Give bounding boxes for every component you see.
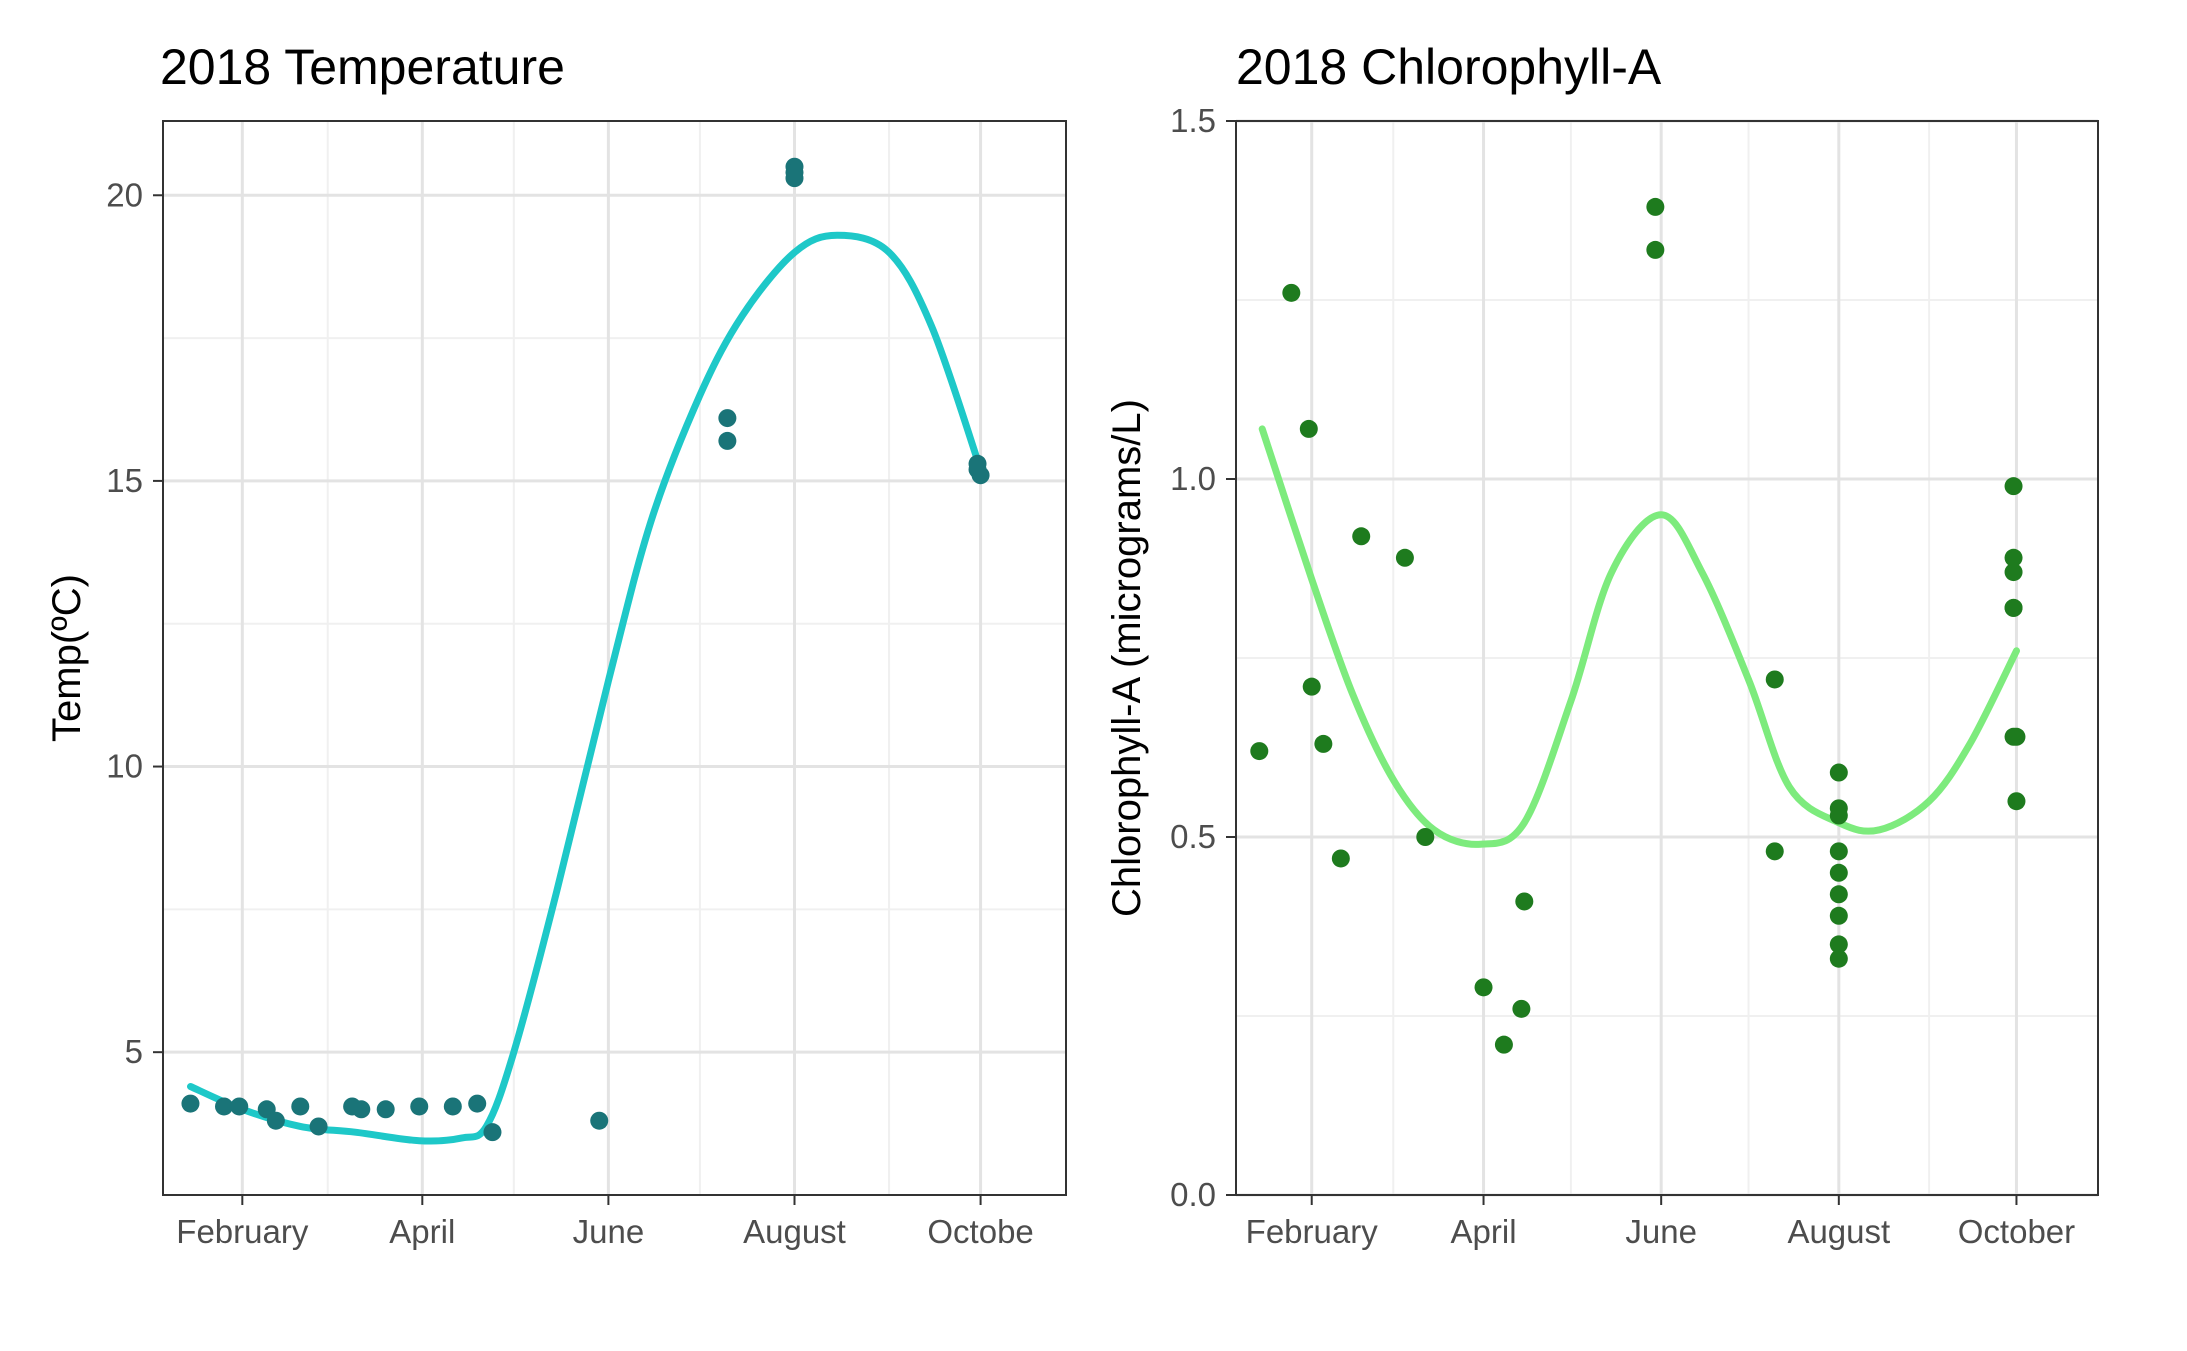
x-tick-label: April bbox=[389, 1213, 455, 1250]
x-tick-label: February bbox=[176, 1213, 309, 1250]
y-axis-title: Chlorophyll-A (micrograms/L) bbox=[1105, 399, 1149, 917]
data-point bbox=[2004, 477, 2023, 496]
data-point bbox=[215, 1097, 234, 1116]
data-point bbox=[971, 466, 990, 485]
x-tick-label: February bbox=[1246, 1213, 1379, 1250]
data-point bbox=[1829, 763, 1848, 782]
data-point bbox=[1765, 670, 1784, 689]
chlorophyll-chart: 2018 Chlorophyll-A February April June Augu… bbox=[1105, 39, 2099, 1250]
data-point bbox=[2007, 727, 2026, 746]
data-point bbox=[2004, 598, 2023, 617]
x-tick-label: August bbox=[743, 1213, 846, 1250]
points-layer bbox=[181, 157, 990, 1142]
x-tick-label: April bbox=[1451, 1213, 1517, 1250]
data-point bbox=[1314, 734, 1333, 753]
chart-title: 2018 Chlorophyll-A bbox=[1236, 39, 1662, 95]
data-point bbox=[2004, 548, 2023, 567]
data-point bbox=[266, 1111, 285, 1130]
data-point bbox=[1646, 197, 1665, 216]
data-point bbox=[1829, 906, 1848, 925]
panel-border bbox=[162, 120, 1067, 1196]
data-point bbox=[1515, 892, 1534, 911]
y-tick-labels: 5 10 15 20 bbox=[106, 176, 143, 1070]
data-point bbox=[181, 1094, 200, 1113]
y-tick-label: 10 bbox=[106, 748, 143, 785]
data-point bbox=[1302, 677, 1321, 696]
data-point bbox=[443, 1097, 462, 1116]
data-point bbox=[718, 409, 737, 428]
y-tick-label: 15 bbox=[106, 462, 143, 499]
y-tick-label: 1.0 bbox=[1170, 460, 1216, 497]
data-point bbox=[1646, 240, 1665, 259]
data-point bbox=[309, 1117, 328, 1136]
data-point bbox=[2007, 792, 2026, 811]
points-layer bbox=[1250, 197, 2026, 1054]
data-point bbox=[718, 431, 737, 450]
data-point bbox=[1474, 978, 1493, 997]
y-tick-label: 0.0 bbox=[1170, 1176, 1216, 1213]
data-point bbox=[590, 1111, 609, 1130]
data-point bbox=[1331, 849, 1350, 868]
x-tick-labels: February April June August Octobe bbox=[176, 1213, 1033, 1250]
smooth-line bbox=[187, 231, 985, 1145]
x-tick-label: June bbox=[573, 1213, 645, 1250]
data-point bbox=[1416, 828, 1435, 846]
smooth-line bbox=[1258, 425, 2020, 848]
axis-ticks bbox=[153, 194, 982, 1205]
data-point bbox=[1829, 806, 1848, 825]
x-tick-label: October bbox=[1958, 1213, 2075, 1250]
data-point bbox=[785, 169, 804, 188]
data-point bbox=[483, 1123, 502, 1142]
data-point bbox=[1395, 548, 1414, 567]
data-point bbox=[2004, 563, 2023, 582]
x-tick-label: Octobe bbox=[927, 1213, 1033, 1250]
y-tick-label: 20 bbox=[106, 176, 143, 213]
data-point bbox=[1765, 842, 1784, 861]
data-point bbox=[1282, 283, 1301, 302]
data-point bbox=[1299, 419, 1318, 438]
data-point bbox=[1829, 935, 1848, 954]
smooth-layer bbox=[187, 231, 985, 1145]
x-tick-labels: February April June August October bbox=[1246, 1213, 2075, 1250]
data-point bbox=[352, 1100, 371, 1119]
grid-lines bbox=[1236, 119, 2098, 1197]
data-point bbox=[291, 1097, 310, 1116]
data-point bbox=[1829, 863, 1848, 882]
chart-title: 2018 Temperature bbox=[160, 39, 565, 95]
data-point bbox=[1829, 885, 1848, 904]
data-point bbox=[230, 1097, 249, 1116]
data-point bbox=[376, 1100, 395, 1119]
data-point bbox=[1829, 949, 1848, 968]
data-point bbox=[1352, 527, 1371, 546]
y-axis-title: Temp(ºC) bbox=[45, 574, 89, 742]
y-tick-label: 0.5 bbox=[1170, 818, 1216, 855]
axis-ticks bbox=[1226, 120, 2018, 1205]
grid-lines bbox=[163, 121, 1066, 1195]
y-tick-label: 5 bbox=[125, 1033, 143, 1070]
x-tick-label: June bbox=[1625, 1213, 1697, 1250]
data-point bbox=[1494, 1035, 1513, 1054]
data-point bbox=[1512, 999, 1531, 1018]
temperature-chart: 2018 Temperature February April June August… bbox=[45, 39, 1067, 1250]
smooth-layer bbox=[1258, 425, 2020, 848]
panel-border bbox=[1235, 120, 2099, 1196]
x-tick-label: August bbox=[1787, 1213, 1890, 1250]
y-tick-labels: 0.0 0.5 1.0 1.5 bbox=[1170, 102, 1216, 1213]
data-point bbox=[1829, 842, 1848, 861]
y-tick-label: 1.5 bbox=[1170, 102, 1216, 139]
data-point bbox=[468, 1094, 487, 1113]
data-point bbox=[1250, 742, 1269, 761]
data-point bbox=[410, 1097, 429, 1116]
